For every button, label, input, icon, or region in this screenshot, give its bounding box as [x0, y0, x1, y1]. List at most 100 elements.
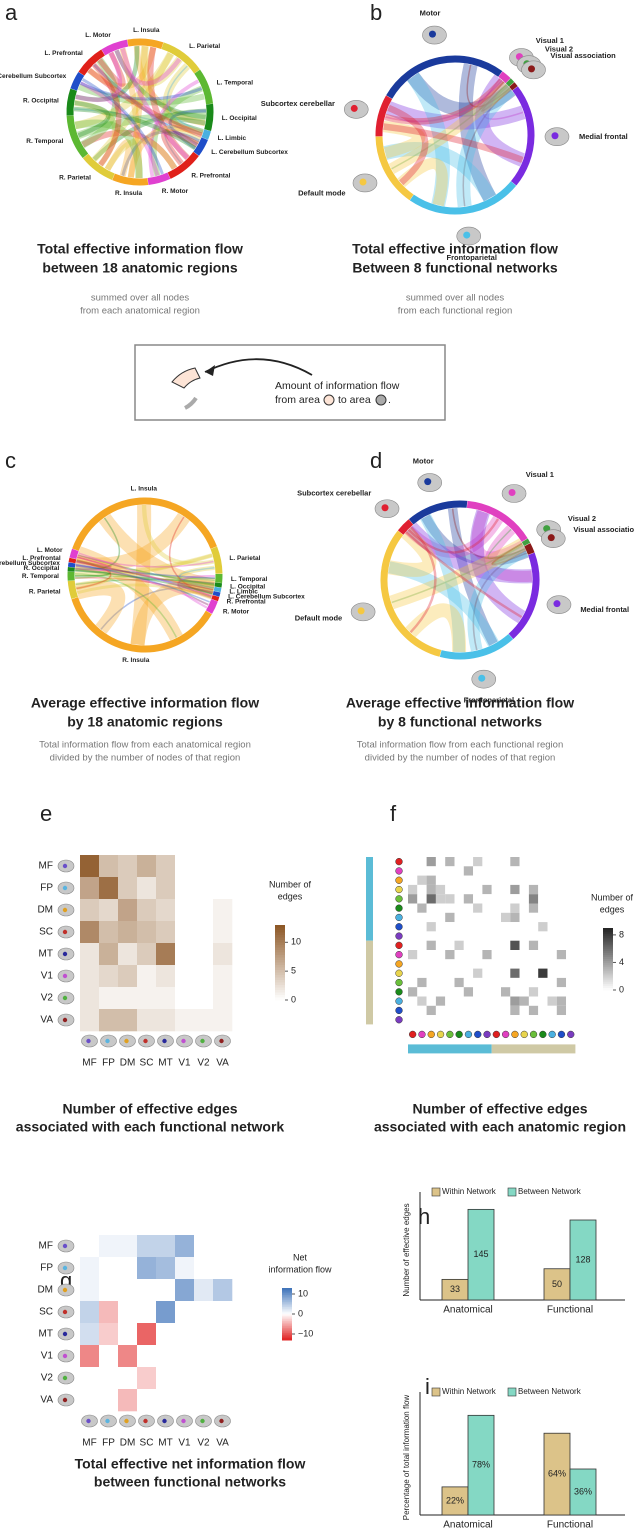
- heat-cell: [501, 977, 511, 988]
- heat-cell: [175, 1257, 195, 1280]
- chord-ribbon: [162, 63, 202, 145]
- colorbar-tick-label: −10: [298, 1328, 313, 1338]
- heat-cell: [501, 903, 511, 913]
- chord-arc: [210, 546, 223, 574]
- chord-ribbon: [98, 513, 216, 593]
- region-dot: [395, 904, 403, 912]
- heat-cell: [80, 855, 100, 878]
- heat-cell: [547, 940, 557, 950]
- column-label: FP: [102, 1058, 115, 1069]
- colorbar-step: [282, 1336, 292, 1339]
- heat-cell: [463, 996, 474, 1006]
- colorbar-step: [282, 1317, 292, 1320]
- panel-title: associated with each anatomic region: [374, 1119, 626, 1135]
- heat-cell: [501, 866, 511, 876]
- region-label: L. Occipital: [230, 584, 265, 591]
- legend-label: Between Network: [518, 1387, 582, 1396]
- heat-cell: [482, 922, 492, 932]
- colorbar-step: [282, 1319, 292, 1322]
- chord-ribbon: [405, 603, 467, 653]
- heat-cell: [510, 922, 520, 932]
- chord-arc: [66, 115, 89, 159]
- heat-cell: [528, 940, 539, 950]
- region-dot: [395, 895, 403, 903]
- region-dot: [409, 1030, 417, 1039]
- heat-cell: [501, 959, 511, 969]
- heat-cell: [194, 1345, 214, 1368]
- chord-ribbon: [407, 72, 450, 207]
- heat-cell: [80, 1301, 100, 1324]
- chord-ribbon: [472, 550, 527, 651]
- heat-cell: [547, 894, 557, 904]
- brain-spot: [478, 674, 486, 682]
- row-label: FP: [40, 883, 53, 894]
- heat-cell: [426, 875, 436, 885]
- chord-ribbon: [74, 573, 178, 638]
- chord-arc: [205, 599, 218, 614]
- region-dot: [539, 1030, 547, 1039]
- colorbar-step: [282, 1296, 292, 1299]
- colorbar-step: [275, 965, 285, 968]
- bar: [441, 1486, 469, 1516]
- heat-cell: [137, 921, 157, 944]
- heat-cell: [408, 940, 418, 950]
- heat-cell: [528, 922, 539, 932]
- colorbar-tick-label: 10: [291, 937, 301, 947]
- network-label: Default mode: [295, 614, 343, 623]
- colorbar-step: [603, 987, 613, 991]
- heat-cell: [566, 931, 576, 941]
- region-dot: [502, 1030, 510, 1039]
- region-dot: [511, 1030, 519, 1039]
- region-dot: [418, 1030, 426, 1039]
- heat-cell: [118, 1301, 138, 1324]
- colorbar-step: [603, 985, 613, 989]
- chord-ribbon: [97, 51, 126, 87]
- colorbar-tick-label: 8: [619, 929, 624, 939]
- colorbar-step: [603, 950, 613, 954]
- region-label: R. Prefrontal: [227, 599, 266, 606]
- heat-cell: [454, 940, 464, 950]
- chord-ribbon: [75, 578, 215, 586]
- row-label: VA: [40, 1015, 53, 1026]
- heat-cell: [213, 855, 233, 878]
- colorbar-title: Net: [293, 1252, 308, 1262]
- chord-arc: [68, 557, 77, 564]
- heat-cell: [538, 875, 548, 885]
- heat-cell: [501, 996, 511, 1006]
- region-label: L. Prefrontal: [45, 50, 83, 57]
- heat-cell: [213, 1301, 233, 1324]
- heat-cell: [519, 903, 529, 913]
- heat-cell: [99, 987, 119, 1010]
- heat-cell: [528, 857, 539, 867]
- chord-arc: [69, 548, 79, 560]
- heat-cell: [519, 857, 529, 867]
- heat-cell: [156, 943, 176, 966]
- row-label: V2: [41, 993, 54, 1004]
- heat-cell: [547, 1015, 557, 1025]
- brain-spot: [62, 863, 68, 869]
- colorbar-step: [282, 1314, 292, 1317]
- heat-cell: [473, 987, 483, 997]
- heat-cell: [137, 965, 157, 988]
- column-label: FP: [102, 1438, 115, 1449]
- chord-ribbon: [397, 157, 448, 207]
- chord-ribbon: [75, 564, 209, 606]
- chord-ribbon: [75, 569, 214, 591]
- heat-cell: [213, 899, 233, 922]
- heat-cell: [175, 1009, 195, 1032]
- chord-ribbon: [74, 108, 203, 136]
- heat-cell: [491, 922, 501, 932]
- heat-cell: [473, 884, 483, 895]
- heat-cell: [566, 922, 576, 932]
- heat-cell: [175, 1345, 195, 1368]
- colorbar-step: [275, 977, 285, 981]
- region-dot: [395, 1016, 403, 1024]
- heat-cell: [426, 931, 436, 941]
- x-tick-label: Anatomical: [443, 1520, 492, 1529]
- heat-cell: [547, 884, 557, 895]
- chord-ribbon: [177, 565, 215, 594]
- x-tick-label: Functional: [547, 1305, 593, 1316]
- network-label: Medial frontal: [579, 132, 628, 141]
- chord-ribbon: [76, 556, 112, 568]
